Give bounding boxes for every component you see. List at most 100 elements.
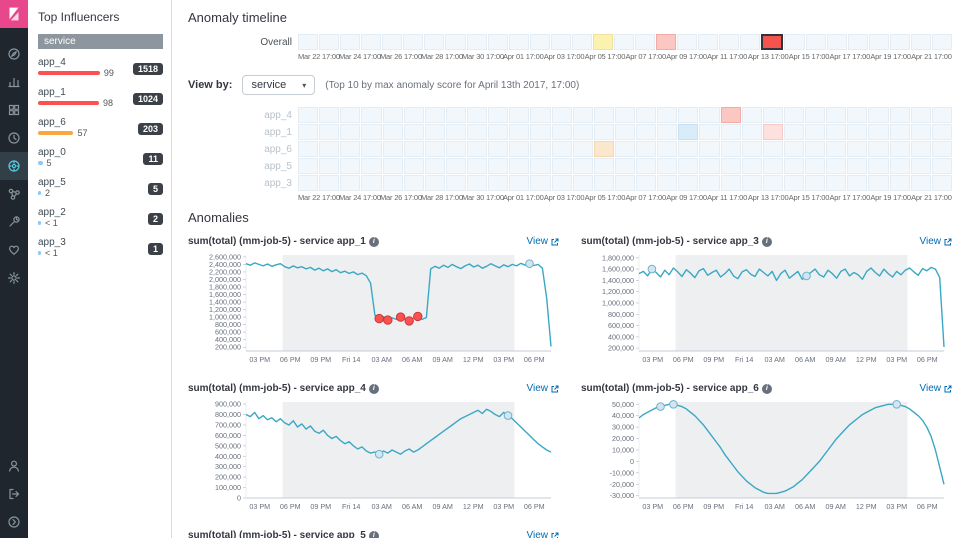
chart-view-link[interactable]: View (527, 530, 560, 538)
swimlane-cell[interactable] (783, 124, 804, 140)
swimlane-cell[interactable] (508, 34, 529, 50)
sidebar-item-machine-learning[interactable] (0, 152, 28, 180)
swimlane-cell[interactable] (762, 124, 783, 140)
warning-anomaly-marker[interactable] (802, 271, 811, 281)
swimlane-cell[interactable] (572, 141, 593, 157)
swimlane-cell[interactable] (719, 34, 740, 50)
swimlane-cell[interactable] (889, 141, 910, 157)
swimlane-cell[interactable] (445, 158, 466, 174)
swimlane-cell[interactable] (382, 124, 403, 140)
swimlane-cell[interactable] (424, 124, 445, 140)
swimlane-cell[interactable] (319, 158, 340, 174)
swimlane-cell[interactable] (805, 141, 826, 157)
swimlane-cell[interactable] (340, 158, 361, 174)
swimlane-cell[interactable] (868, 124, 889, 140)
swimlane-cell[interactable] (805, 34, 826, 50)
swimlane-cell[interactable] (403, 175, 424, 191)
swimlane-cell[interactable] (762, 175, 783, 191)
chart-view-link[interactable]: View (920, 383, 953, 394)
swimlane-cell[interactable] (572, 175, 593, 191)
influencer-item[interactable]: app_4 99 1518 (38, 57, 163, 78)
swimlane-cell[interactable] (319, 175, 340, 191)
swimlane-cell[interactable] (614, 141, 635, 157)
swimlane-cell[interactable] (678, 107, 699, 123)
sidebar-item-visualize[interactable] (0, 68, 28, 96)
critical-anomaly-marker[interactable] (404, 316, 414, 326)
swimlane-cell[interactable] (593, 175, 614, 191)
swimlane-cell[interactable] (509, 107, 530, 123)
swimlane-cell[interactable] (656, 34, 677, 50)
swimlane-cell[interactable] (403, 124, 424, 140)
swimlane-cell[interactable] (530, 158, 551, 174)
swimlane-cell[interactable] (382, 158, 403, 174)
swimlane-cell[interactable] (298, 34, 319, 50)
influencer-name[interactable]: app_2 (38, 207, 66, 218)
swimlane-cell[interactable] (847, 175, 868, 191)
swimlane-cell[interactable] (488, 158, 509, 174)
swimlane-cell[interactable] (783, 141, 804, 157)
influencer-item[interactable]: app_6 57 203 (38, 117, 163, 138)
swimlane-cell[interactable] (551, 124, 572, 140)
sidebar-item-graph[interactable] (0, 180, 28, 208)
swimlane-cell[interactable] (403, 107, 424, 123)
swimlane-cell[interactable] (593, 124, 614, 140)
swimlane-cell[interactable] (910, 158, 931, 174)
sidebar-item-dashboard[interactable] (0, 96, 28, 124)
warning-anomaly-marker[interactable] (669, 400, 678, 409)
swimlane-cell[interactable] (424, 158, 445, 174)
swimlane-cell[interactable] (805, 124, 826, 140)
swimlane-cell[interactable] (340, 141, 361, 157)
swimlane-cell[interactable] (593, 107, 614, 123)
swimlane-cell[interactable] (636, 141, 657, 157)
swimlane-cell[interactable] (868, 107, 889, 123)
swimlane-cell[interactable] (826, 158, 847, 174)
chart-view-link[interactable]: View (527, 236, 560, 247)
influencer-name[interactable]: app_5 (38, 177, 66, 188)
swimlane-cell[interactable] (657, 175, 678, 191)
swimlane-cell[interactable] (720, 107, 741, 123)
critical-anomaly-marker[interactable] (383, 315, 393, 325)
swimlane-cell[interactable] (487, 34, 508, 50)
swimlane-cell[interactable] (551, 175, 572, 191)
swimlane-cell[interactable] (910, 107, 931, 123)
warning-anomaly-marker[interactable] (503, 411, 513, 420)
swimlane-cell[interactable] (298, 124, 319, 140)
swimlane-cell[interactable] (657, 141, 678, 157)
swimlane-cell[interactable] (445, 34, 466, 50)
swimlane-cell[interactable] (889, 158, 910, 174)
swimlane-cell[interactable] (488, 107, 509, 123)
swimlane-cell[interactable] (762, 141, 783, 157)
sidebar-item-management[interactable] (0, 264, 28, 292)
swimlane-cell[interactable] (509, 124, 530, 140)
swimlane-cell[interactable] (699, 158, 720, 174)
swimlane-cell[interactable] (868, 34, 889, 50)
swimlane-cell[interactable] (340, 175, 361, 191)
swimlane-cell[interactable] (424, 141, 445, 157)
swimlane-cell[interactable] (340, 124, 361, 140)
sidebar-item-monitoring[interactable] (0, 236, 28, 264)
swimlane-cell[interactable] (720, 158, 741, 174)
warning-anomaly-marker[interactable] (647, 264, 657, 274)
swimlane-cell[interactable] (571, 34, 592, 50)
swimlane-cell[interactable] (488, 175, 509, 191)
swimlane-cell[interactable] (614, 175, 635, 191)
swimlane-cell[interactable] (530, 175, 551, 191)
swimlane-cell-selected[interactable] (761, 34, 784, 50)
swimlane-cell[interactable] (889, 34, 910, 50)
swimlane-cell[interactable] (678, 124, 699, 140)
swimlane-cell[interactable] (657, 107, 678, 123)
swimlane-cell[interactable] (488, 141, 509, 157)
warning-anomaly-marker[interactable] (525, 259, 534, 268)
swimlane-cell[interactable] (551, 141, 572, 157)
swimlane-cell[interactable] (931, 124, 952, 140)
influencer-item[interactable]: app_5 2 5 (38, 177, 163, 198)
swimlane-cell[interactable] (847, 124, 868, 140)
swimlane-cell[interactable] (467, 175, 488, 191)
swimlane-cell[interactable] (529, 34, 550, 50)
swimlane-cell[interactable] (445, 107, 466, 123)
swimlane-cell[interactable] (467, 158, 488, 174)
swimlane-cell[interactable] (550, 34, 571, 50)
swimlane-cell[interactable] (319, 107, 340, 123)
swimlane-cell[interactable] (614, 107, 635, 123)
swimlane-cell[interactable] (910, 175, 931, 191)
